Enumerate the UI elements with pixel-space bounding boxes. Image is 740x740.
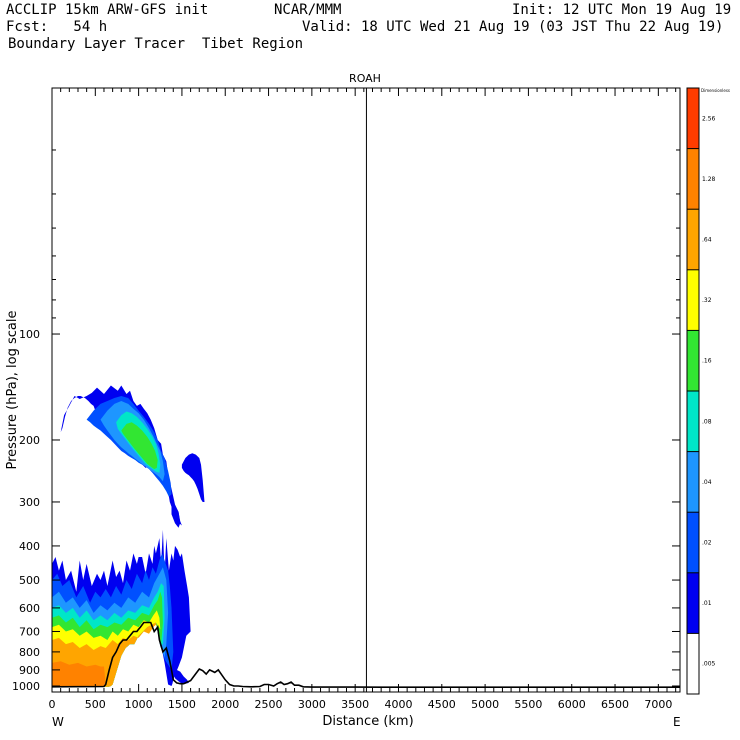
x-tick-label: 6500 (601, 698, 629, 711)
legend-swatch (687, 391, 699, 452)
x-tick-label: 5500 (514, 698, 542, 711)
west-end-label: W (52, 715, 64, 729)
colorbar-legend: .005 .01 .02 .04 .08 .16 .32 .64 1.28 2.56 Dimensi… (686, 87, 730, 695)
tracer-contour-p01 (181, 453, 205, 502)
tracer-contour-1p28 (52, 661, 106, 687)
x-tick-label: 2500 (255, 698, 283, 711)
x-axis: 0 500 1000 1500 2000 2500 3000 3500 4000 4500 5000… (49, 88, 677, 711)
x-tick-label: 3000 (298, 698, 326, 711)
x-tick-label: 1500 (168, 698, 196, 711)
x-tick-label: 0 (49, 698, 56, 711)
legend-title: Dimensionless (701, 88, 730, 93)
legend-label: 2.56 (702, 115, 716, 122)
x-tick-label: 1000 (125, 698, 153, 711)
y-tick-label: 1000 (12, 680, 40, 693)
tracer-fills (52, 385, 205, 687)
legend-swatch (687, 269, 699, 331)
x-tick-label: 4000 (384, 698, 412, 711)
legend-swatch (687, 209, 699, 270)
y-tick-label: 900 (19, 664, 40, 677)
terrain-profile (51, 621, 680, 689)
x-tick-label: 4500 (428, 698, 456, 711)
legend-swatch (687, 330, 699, 391)
x-tick-label: 3500 (341, 698, 369, 711)
terrain-line (51, 621, 680, 689)
header-model: ACCLIP 15km ARW-GFS init (6, 2, 209, 18)
legend-label: .01 (702, 600, 712, 607)
legend-label: .08 (702, 418, 712, 425)
header-org: NCAR/MMM (274, 2, 342, 18)
y-tick-label: 800 (19, 646, 40, 659)
y-tick-label: 400 (19, 540, 40, 553)
plot-frame (51, 87, 681, 693)
legend-label: .02 (702, 540, 712, 547)
y-axis: 100 200 300 400 500 600 700 800 900 1000 (12, 149, 680, 693)
legend-swatch (687, 633, 699, 694)
header-init: Init: 12 UTC Mon 19 Aug 19 (512, 2, 732, 18)
east-end-label: E (673, 715, 681, 729)
x-axis-label: Distance (km) (322, 714, 413, 729)
legend-swatch (687, 88, 699, 149)
y-tick-label: 700 (19, 625, 40, 638)
legend-label: .04 (702, 479, 712, 486)
legend-label: .005 (702, 661, 716, 668)
x-tick-label: 500 (85, 698, 106, 711)
y-tick-label: 200 (19, 434, 40, 447)
y-tick-label: 600 (19, 602, 40, 615)
tracer-contour-p16 (121, 422, 158, 470)
legend-label: .32 (702, 297, 712, 304)
y-tick-label: 500 (19, 574, 40, 587)
legend-swatch (687, 148, 699, 210)
header-valid: Valid: 18 UTC Wed 21 Aug 19 (03 JST Thu … (302, 19, 724, 35)
chart-title: ROAH (349, 72, 381, 85)
x-tick-label: 7000 (644, 698, 672, 711)
y-tick-label: 100 (19, 328, 40, 341)
legend-label: 1.28 (702, 176, 716, 183)
tracer-contour-p01 (173, 669, 189, 684)
legend-swatch (687, 572, 699, 634)
y-axis-label: Pressure (hPa), log scale (5, 311, 20, 470)
legend-label: .64 (702, 237, 712, 244)
x-tick-label: 5000 (471, 698, 499, 711)
legend-swatch (687, 512, 699, 573)
x-tick-label: 6000 (558, 698, 586, 711)
legend-swatch (687, 451, 699, 513)
legend-label: .16 (702, 358, 712, 365)
header-field: Boundary Layer Tracer Tibet Region (8, 36, 304, 52)
x-tick-label: 2000 (211, 698, 239, 711)
y-tick-label: 300 (19, 496, 40, 509)
header-fcst: Fcst: 54 h (6, 19, 108, 35)
tracer-contour-p01 (171, 502, 181, 528)
